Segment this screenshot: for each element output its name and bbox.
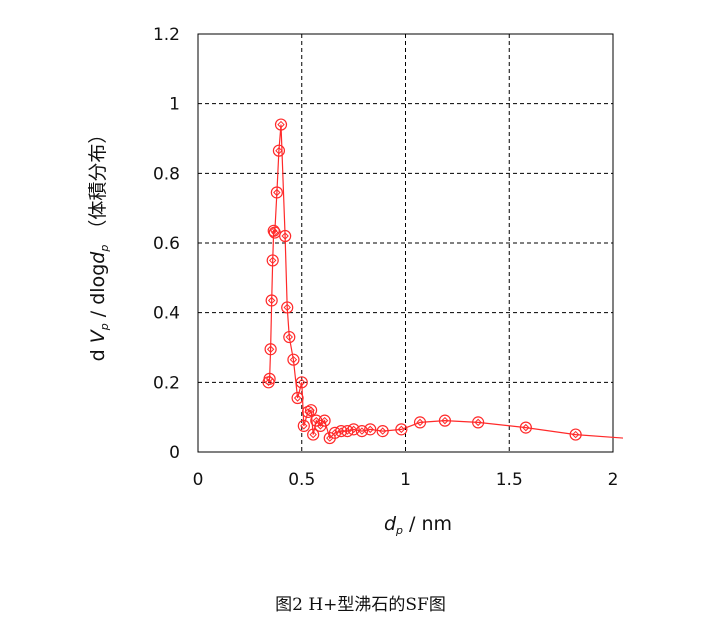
data-point — [270, 186, 283, 199]
y-tick-label: 1.2 — [153, 25, 180, 45]
data-point — [438, 414, 452, 427]
series-line — [268, 124, 623, 440]
series-markers — [262, 118, 582, 445]
y-tick-label: 0.6 — [153, 234, 180, 254]
data-point — [472, 416, 485, 429]
x-tick-label: 0.5 — [288, 470, 315, 490]
data-point — [279, 229, 292, 243]
plot-frame — [197, 33, 614, 453]
grid — [198, 34, 613, 452]
data-point — [295, 376, 308, 389]
y-axis-title: d Vp / dlogdp （体積分布） — [87, 125, 111, 362]
y-tick-label: 1 — [169, 95, 180, 115]
x-tick-label: 2 — [608, 470, 619, 490]
data-point — [272, 144, 286, 157]
x-tick-label: 1.5 — [496, 470, 523, 490]
data-point — [413, 416, 427, 429]
data-point — [263, 372, 276, 385]
data-point — [318, 414, 331, 427]
data-point — [304, 404, 318, 417]
figure-caption: 图2 H+型沸石的SF图 — [275, 595, 446, 615]
data-point — [364, 423, 377, 436]
x-tick-label: 0 — [193, 470, 204, 490]
y-tick-label: 0.2 — [153, 373, 180, 393]
data-point — [264, 343, 277, 356]
data-point — [355, 425, 369, 438]
data-point — [376, 425, 389, 438]
x-tick-labels: 0 0.5 1 1.5 2 — [193, 470, 619, 490]
data-point — [519, 421, 532, 434]
y-tick-label: 0 — [169, 443, 180, 463]
data-point — [291, 391, 304, 405]
data-point — [287, 353, 300, 366]
data-point — [569, 428, 582, 441]
data-point — [283, 330, 296, 344]
data-point — [281, 301, 294, 314]
y-tick-label: 0.8 — [153, 164, 180, 184]
data-point — [307, 428, 320, 441]
data-point — [266, 254, 279, 267]
data-point — [347, 423, 360, 436]
y-tick-labels: 0 0.2 0.4 0.6 0.8 1 1.2 — [153, 25, 180, 463]
data-point — [274, 118, 288, 131]
x-tick-label: 1 — [400, 470, 411, 490]
data-point — [297, 419, 310, 432]
data-point — [335, 425, 348, 438]
x-axis-title: dp / nm — [384, 513, 452, 537]
data-point — [265, 294, 278, 307]
y-tick-label: 0.4 — [153, 304, 180, 324]
data-point — [395, 423, 408, 436]
